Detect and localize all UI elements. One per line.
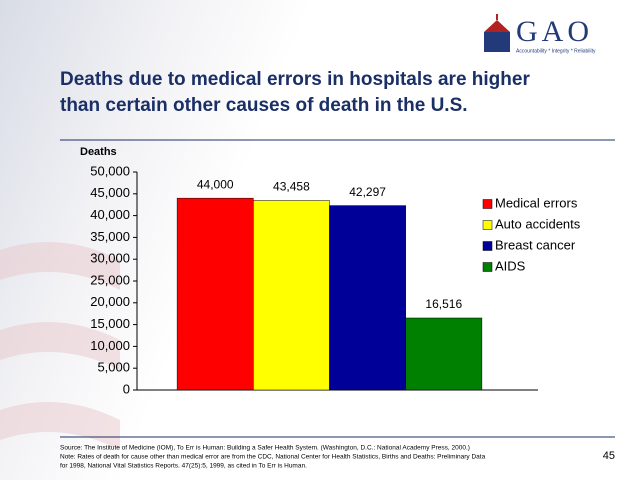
legend-swatch (482, 220, 493, 230)
logo-text: GAO (516, 15, 593, 48)
legend-swatch (482, 241, 493, 251)
legend-label: Medical errors (495, 195, 578, 210)
y-tick-label: 40,000 (90, 207, 130, 222)
bar (253, 200, 330, 391)
legend-swatch (482, 262, 493, 272)
y-tick-label: 0 (123, 381, 130, 396)
y-tick-label: 15,000 (90, 316, 130, 331)
logo-icon (484, 32, 510, 52)
footer-source: Source: The Institute of Medicine (IOM),… (60, 445, 470, 452)
data-label: 44,000 (197, 177, 234, 191)
bar (405, 317, 483, 391)
data-label: 16,516 (425, 297, 462, 311)
y-tick-label: 10,000 (90, 338, 130, 353)
y-tick-label: 5,000 (97, 360, 130, 375)
logo-tagline: Accountability * Integrity * Reliability (516, 48, 596, 54)
footer-note: Note: Rates of death for cause other tha… (60, 454, 486, 461)
chart-title: than certain other causes of death in th… (60, 95, 468, 116)
y-tick-label: 35,000 (90, 229, 130, 244)
legend-swatch (482, 199, 493, 209)
y-tick-label: 45,000 (90, 185, 130, 200)
chart-title: Deaths due to medical errors in hospital… (60, 69, 530, 90)
flag-watermark (0, 242, 120, 450)
y-tick-label: 25,000 (90, 272, 130, 287)
bar (176, 197, 254, 391)
bar (329, 205, 406, 391)
y-tick-label: 20,000 (90, 294, 130, 309)
footer-note: for 1998, National Vital Statistics Repo… (60, 463, 307, 470)
legend-label: Breast cancer (495, 237, 576, 252)
y-tick-label: 50,000 (90, 163, 130, 178)
y-axis-label: Deaths (80, 146, 117, 158)
logo-dome (484, 20, 510, 32)
data-label: 42,297 (349, 185, 386, 199)
y-tick-label: 30,000 (90, 251, 130, 266)
logo: GAO Accountability * Integrity * Reliabi… (484, 14, 596, 54)
legend-label: AIDS (495, 258, 526, 273)
page-number: 45 (603, 450, 615, 462)
legend-label: Auto accidents (495, 216, 581, 231)
data-label: 43,458 (273, 180, 310, 194)
